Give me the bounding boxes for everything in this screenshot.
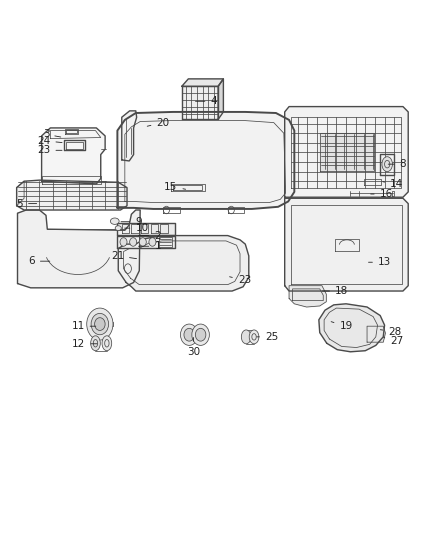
- Text: 30: 30: [187, 337, 200, 357]
- Text: 15: 15: [164, 182, 186, 191]
- Polygon shape: [117, 236, 175, 248]
- Text: 14: 14: [383, 180, 403, 189]
- Text: 16: 16: [371, 189, 393, 199]
- Text: 13: 13: [368, 257, 391, 267]
- Text: 20: 20: [147, 118, 170, 127]
- Circle shape: [149, 238, 156, 246]
- Text: 24: 24: [37, 136, 62, 146]
- Text: 12: 12: [72, 339, 97, 349]
- Polygon shape: [319, 304, 385, 352]
- Text: 9: 9: [121, 217, 142, 227]
- Text: 27: 27: [384, 336, 403, 346]
- Circle shape: [95, 318, 105, 330]
- Circle shape: [139, 238, 146, 246]
- Circle shape: [91, 313, 109, 335]
- Text: 1: 1: [138, 241, 161, 251]
- Polygon shape: [18, 210, 140, 288]
- Ellipse shape: [241, 330, 251, 344]
- Polygon shape: [320, 133, 374, 171]
- Polygon shape: [117, 223, 175, 235]
- Circle shape: [120, 238, 127, 246]
- Circle shape: [130, 238, 137, 246]
- Polygon shape: [285, 107, 408, 197]
- Text: 25: 25: [257, 332, 278, 342]
- Circle shape: [184, 328, 194, 341]
- Ellipse shape: [115, 226, 121, 231]
- Polygon shape: [42, 128, 105, 184]
- Polygon shape: [182, 86, 218, 119]
- Text: 21: 21: [111, 251, 137, 261]
- Ellipse shape: [382, 157, 392, 172]
- Ellipse shape: [102, 336, 112, 351]
- Text: 8: 8: [388, 159, 406, 169]
- Text: 4: 4: [195, 96, 217, 106]
- Polygon shape: [367, 326, 385, 342]
- Polygon shape: [122, 111, 137, 161]
- Polygon shape: [380, 154, 394, 175]
- Circle shape: [192, 324, 209, 345]
- Circle shape: [87, 308, 113, 340]
- Circle shape: [195, 328, 206, 341]
- Text: 19: 19: [331, 321, 353, 331]
- Text: 23: 23: [230, 276, 251, 285]
- Text: 3: 3: [42, 130, 61, 139]
- Text: 23: 23: [37, 146, 62, 155]
- Text: 18: 18: [322, 286, 348, 296]
- Ellipse shape: [249, 330, 259, 344]
- Circle shape: [180, 324, 198, 345]
- Ellipse shape: [91, 336, 100, 351]
- Text: 10: 10: [124, 223, 148, 233]
- Text: 28: 28: [380, 327, 402, 336]
- Text: 2: 2: [138, 231, 161, 240]
- Text: 11: 11: [71, 321, 96, 331]
- Ellipse shape: [110, 218, 119, 224]
- Polygon shape: [118, 236, 249, 291]
- Text: 6: 6: [28, 256, 50, 266]
- Polygon shape: [182, 79, 223, 86]
- Polygon shape: [364, 179, 381, 185]
- Polygon shape: [218, 79, 223, 119]
- Polygon shape: [17, 180, 127, 210]
- Polygon shape: [117, 112, 294, 209]
- Polygon shape: [289, 286, 326, 307]
- Polygon shape: [285, 198, 408, 291]
- Text: 5: 5: [16, 199, 37, 208]
